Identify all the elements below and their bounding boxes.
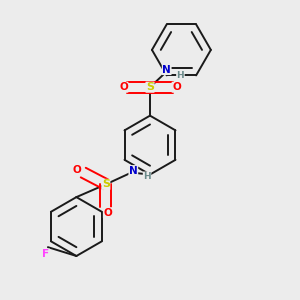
Text: H: H [177,71,184,80]
Text: S: S [146,82,154,92]
Text: O: O [172,82,181,92]
Text: O: O [103,208,112,218]
Text: N: N [162,64,171,74]
Text: O: O [119,82,128,92]
Text: F: F [42,249,50,259]
Text: N: N [129,166,138,176]
Text: H: H [143,172,151,181]
Text: S: S [102,179,110,189]
Text: O: O [72,165,81,175]
